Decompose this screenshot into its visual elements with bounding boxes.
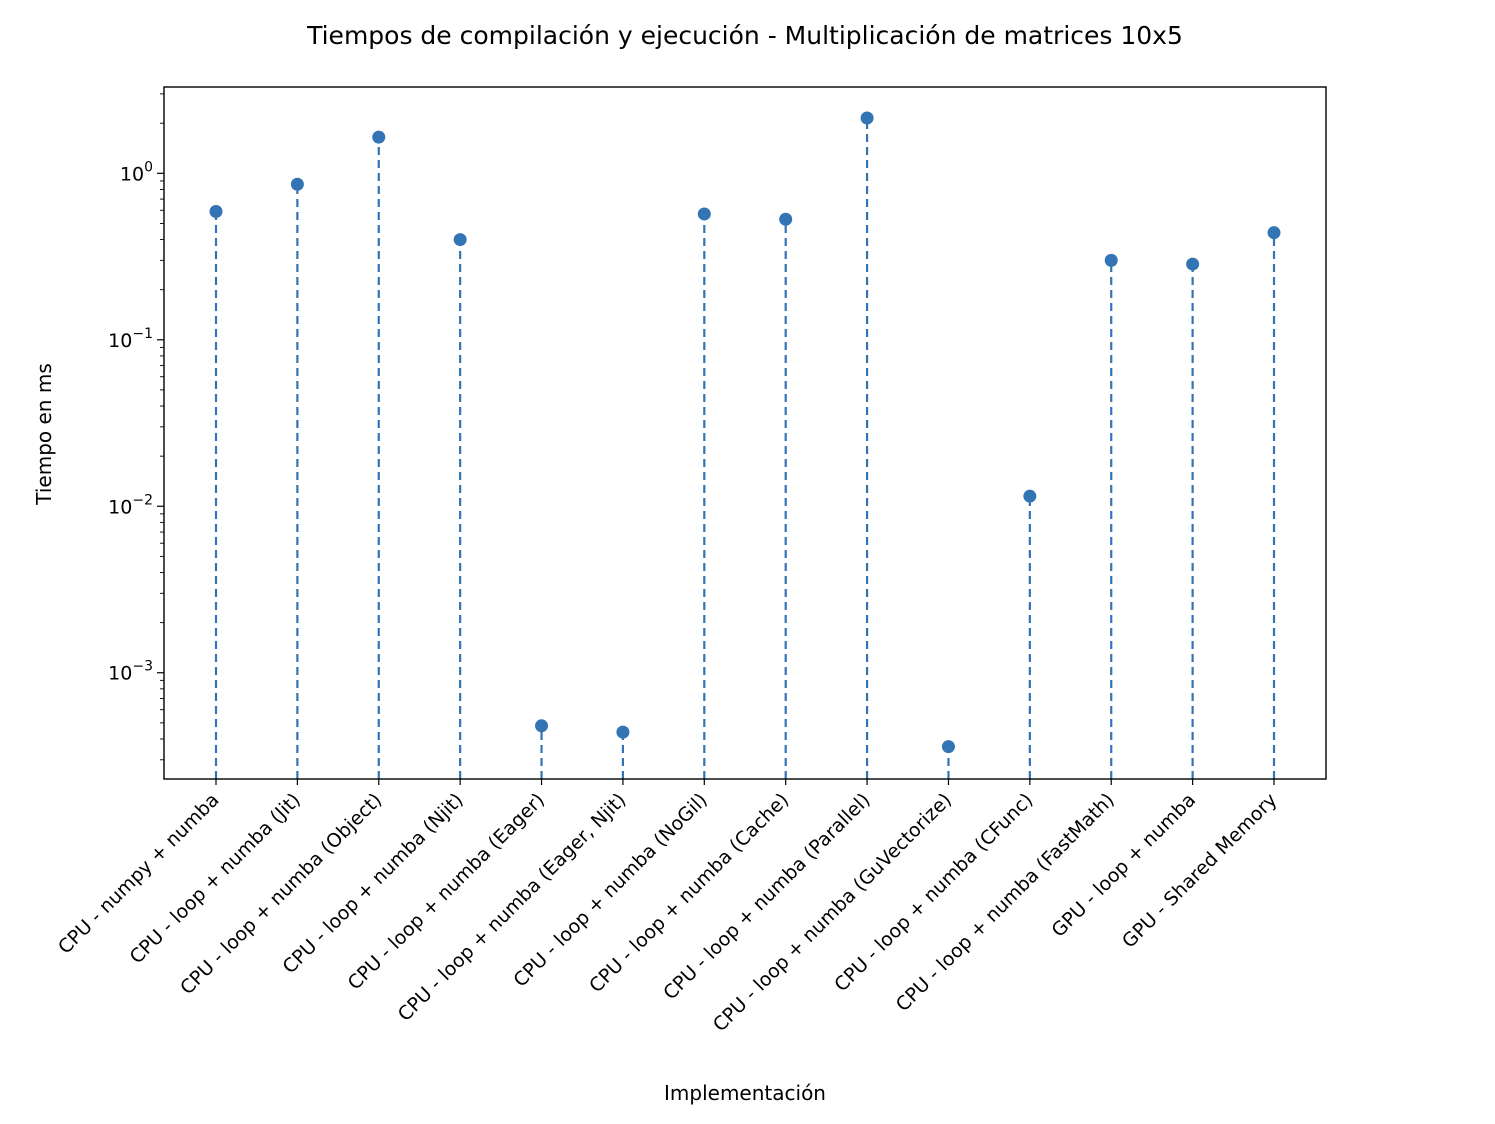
x-axis-label: Implementación (664, 1081, 826, 1105)
stem-marker (1186, 257, 1200, 271)
stem-marker (290, 177, 304, 191)
y-axis-label: Tiempo en ms (32, 363, 56, 505)
x-tick-label: CPU - numpy + numba (54, 789, 224, 959)
stem-marker (1267, 226, 1281, 240)
y-tick-label: 100 (120, 159, 153, 185)
stem-marker (860, 111, 874, 125)
stems-layer (214, 117, 1276, 779)
stem-marker (779, 212, 793, 226)
chart-title: Tiempos de compilación y ejecución - Mul… (306, 21, 1183, 50)
x-tick-label: GPU - loop + numba (1047, 789, 1200, 942)
stem-marker (535, 719, 549, 733)
markers-layer (209, 111, 1281, 754)
y-tick-label: 10−1 (108, 326, 153, 352)
stem-marker (1104, 253, 1118, 267)
x-tick-label: GPU - Shared Memory (1118, 789, 1282, 953)
stem-marker (616, 725, 630, 739)
stem-marker (941, 740, 955, 754)
stem-marker (209, 204, 223, 218)
stem-marker (372, 130, 386, 144)
stem-marker (697, 207, 711, 221)
y-axis-ticks: 100 10−1 10−2 10−3 (108, 93, 164, 761)
stem-marker (453, 233, 467, 247)
y-tick-label: 10−2 (108, 492, 153, 518)
stem-marker (1023, 489, 1037, 503)
y-tick-label: 10−3 (108, 659, 153, 685)
x-tick-label: CPU - loop + numba (Jit) (126, 789, 305, 968)
plot-area-frame (163, 86, 1327, 780)
